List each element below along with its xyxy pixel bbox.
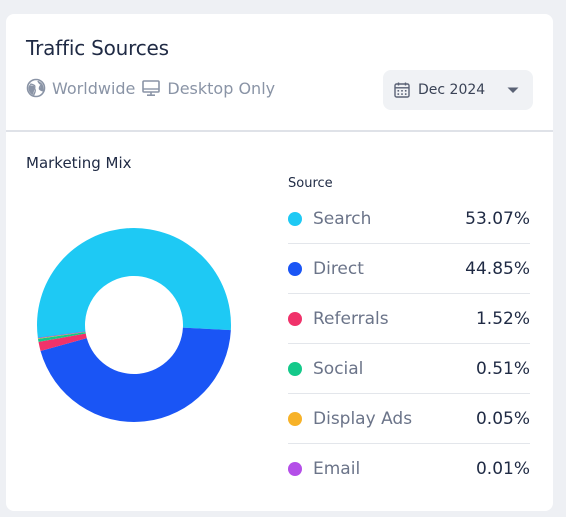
- legend-label-referrals: Referrals: [313, 308, 389, 329]
- legend-value-email: 0.01%: [475, 459, 530, 479]
- calendar-icon: [394, 82, 410, 98]
- traffic-sources-card: Traffic Sources Worldwide Desktop Only: [6, 14, 553, 511]
- card-title: Traffic Sources: [26, 36, 169, 60]
- filter-desktop-only[interactable]: Desktop Only: [141, 78, 275, 98]
- legend-label-search: Search: [313, 208, 372, 229]
- filter-worldwide-label: Worldwide: [52, 78, 136, 98]
- date-picker-button[interactable]: Dec 2024: [383, 70, 533, 110]
- legend-label-direct: Direct: [313, 258, 364, 279]
- legend-row-display-ads[interactable]: Display Ads 0.05%: [288, 394, 530, 444]
- legend-value-display-ads: 0.05%: [475, 408, 530, 429]
- filter-desktop-only-label: Desktop Only: [167, 78, 276, 98]
- legend-dot-referrals: [288, 311, 302, 326]
- section-title: Marketing Mix: [26, 154, 132, 172]
- legend-row-referrals[interactable]: Referrals 1.52%: [288, 294, 530, 344]
- donut-slice-direct[interactable]: [40, 327, 231, 422]
- legend-label-display-ads: Display Ads: [313, 408, 413, 429]
- legend-dot-direct: [288, 261, 302, 276]
- legend-label-email: Email: [313, 459, 361, 479]
- legend-dot-display-ads: [288, 411, 302, 426]
- legend-value-social: 0.51%: [475, 358, 530, 379]
- legend-row-search[interactable]: Search 53.07%: [288, 194, 530, 244]
- donut-slice-search[interactable]: [36, 227, 232, 339]
- legend-value-referrals: 1.52%: [475, 308, 530, 329]
- filter-bar: Worldwide Desktop Only: [26, 78, 275, 98]
- legend-row-email[interactable]: Email 0.01%: [288, 444, 530, 494]
- legend: Search 53.07% Direct 44.85% Referrals 1.52% So…: [288, 194, 530, 494]
- date-picker-label: Dec 2024: [418, 82, 486, 98]
- desktop-icon: [142, 80, 161, 97]
- header-divider: [6, 130, 553, 132]
- legend-header: Source: [288, 176, 333, 191]
- globe-icon: [26, 78, 46, 98]
- legend-row-direct[interactable]: Direct 44.85%: [288, 244, 530, 294]
- donut-slice-social[interactable]: [37, 332, 86, 342]
- filter-worldwide[interactable]: Worldwide: [26, 78, 135, 98]
- legend-dot-social: [288, 361, 302, 376]
- legend-value-search: 53.07%: [465, 208, 530, 229]
- legend-value-direct: 44.85%: [465, 258, 530, 279]
- legend-row-social[interactable]: Social 0.51%: [288, 344, 530, 394]
- legend-dot-email: [288, 462, 302, 476]
- donut-chart: [36, 227, 232, 422]
- donut-slice-referrals[interactable]: [38, 333, 87, 351]
- legend-label-social: Social: [313, 358, 364, 379]
- donut-slice-display-ads[interactable]: [37, 331, 86, 339]
- donut-slice-email[interactable]: [37, 331, 86, 339]
- chevron-down-icon: [507, 87, 519, 93]
- legend-dot-search: [288, 211, 302, 226]
